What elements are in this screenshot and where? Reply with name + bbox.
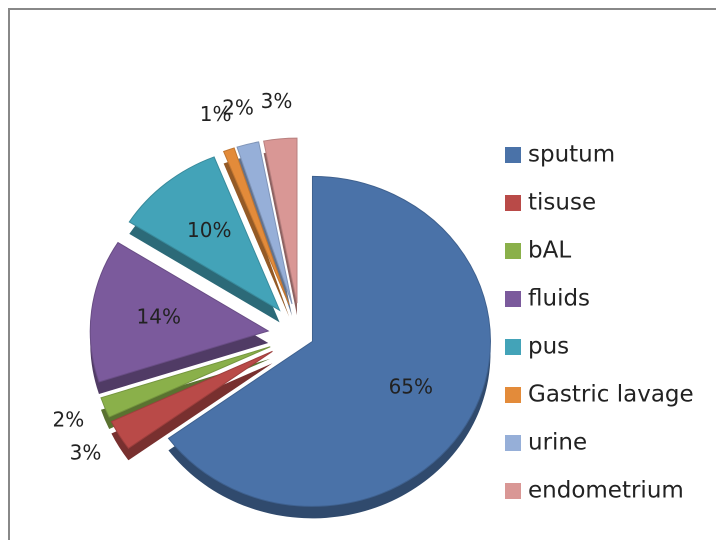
legend-label: Gastric lavage bbox=[528, 382, 694, 408]
legend-label: pus bbox=[528, 334, 569, 360]
data-label: 2% bbox=[52, 407, 84, 431]
legend-label: sputum bbox=[528, 142, 615, 168]
legend-swatch bbox=[505, 243, 521, 259]
legend-swatch bbox=[505, 483, 521, 499]
data-label: 14% bbox=[137, 305, 181, 329]
data-label: 1% bbox=[200, 102, 232, 126]
legend-swatch bbox=[505, 435, 521, 451]
legend-label: bAL bbox=[528, 238, 571, 264]
slice bbox=[222, 147, 290, 306]
slice bbox=[236, 141, 293, 305]
data-label: 10% bbox=[187, 218, 231, 242]
legend-swatch bbox=[505, 387, 521, 403]
legend-label: endometrium bbox=[528, 478, 684, 504]
data-label: 3% bbox=[261, 89, 293, 113]
slice bbox=[89, 241, 270, 383]
legend-swatch bbox=[505, 291, 521, 307]
slice-side bbox=[111, 363, 273, 461]
slice bbox=[167, 175, 491, 507]
slice bbox=[100, 346, 271, 418]
slice bbox=[263, 137, 298, 304]
legend-label: fluids bbox=[528, 286, 590, 312]
legend-label: urine bbox=[528, 430, 587, 456]
data-label: 65% bbox=[389, 374, 433, 398]
slice bbox=[128, 156, 281, 312]
slice bbox=[110, 350, 273, 449]
data-label: 3% bbox=[70, 440, 102, 464]
data-label: 2% bbox=[222, 96, 254, 120]
legend-swatch bbox=[505, 339, 521, 355]
legend-label: tisuse bbox=[528, 190, 596, 216]
slice-side bbox=[223, 159, 290, 317]
legend-swatch bbox=[505, 147, 521, 163]
legend-swatch bbox=[505, 195, 521, 211]
